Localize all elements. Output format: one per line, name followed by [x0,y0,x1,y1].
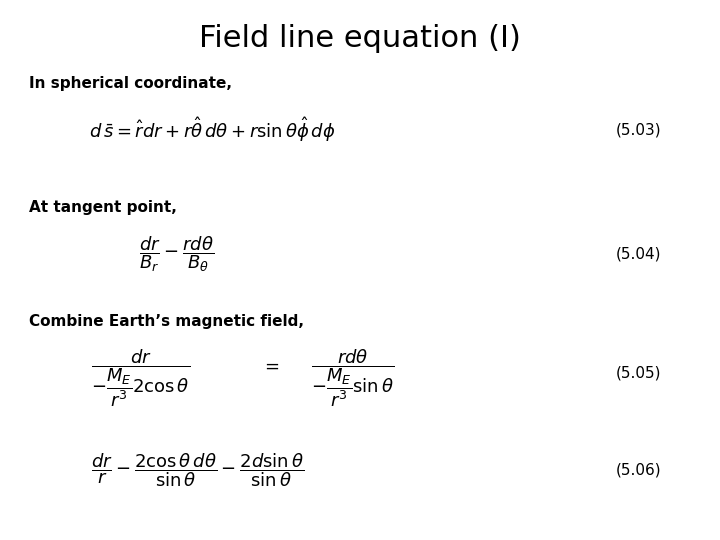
Text: In spherical coordinate,: In spherical coordinate, [29,76,232,91]
Text: $\dfrac{dr}{r} - \dfrac{2\cos\theta\,d\theta}{\sin\theta} - \dfrac{2d\sin\theta}: $\dfrac{dr}{r} - \dfrac{2\cos\theta\,d\t… [91,451,305,489]
Text: (5.03): (5.03) [616,122,661,137]
Text: (5.04): (5.04) [616,246,661,261]
Text: (5.06): (5.06) [616,462,661,477]
Text: $d\,\bar{s} = \hat{r}dr + r\hat{\theta}\,d\theta + r\sin\theta\hat{\phi}\,d\phi$: $d\,\bar{s} = \hat{r}dr + r\hat{\theta}\… [89,115,336,144]
Text: $\dfrac{dr}{-\dfrac{M_E}{r^3}2\cos\theta}$: $\dfrac{dr}{-\dfrac{M_E}{r^3}2\cos\theta… [91,347,190,409]
Text: At tangent point,: At tangent point, [29,200,176,215]
Text: Combine Earth’s magnetic field,: Combine Earth’s magnetic field, [29,314,304,329]
Text: (5.05): (5.05) [616,365,661,380]
Text: Field line equation (I): Field line equation (I) [199,24,521,53]
Text: $\dfrac{dr}{B_r} - \dfrac{rd\theta}{B_\theta}$: $\dfrac{dr}{B_r} - \dfrac{rd\theta}{B_\t… [139,234,214,274]
Text: $\dfrac{rd\theta}{-\dfrac{M_E}{r^3}\sin\theta}$: $\dfrac{rd\theta}{-\dfrac{M_E}{r^3}\sin\… [311,347,395,409]
Text: $=$: $=$ [261,357,279,375]
